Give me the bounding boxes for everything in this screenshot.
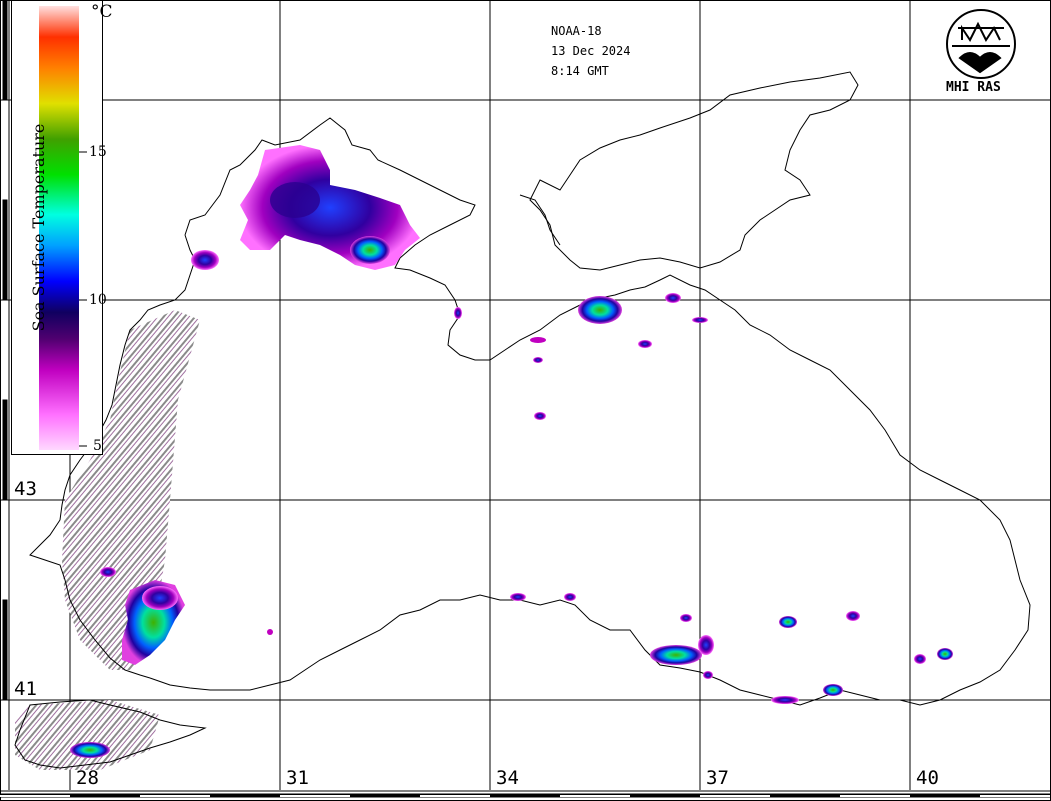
mhi-ras-emblem-icon (946, 9, 1016, 79)
longitude-label-40: 40 (916, 767, 939, 789)
longitude-label-28: 28 (76, 767, 99, 789)
latitude-label-43: 43 (14, 478, 37, 500)
no-data-hatch (15, 310, 200, 770)
legend-title: Sea Surface Temperature (29, 123, 48, 332)
longitude-label-34: 34 (496, 767, 519, 789)
temperature-legend: Sea Surface Temperature °C 15 10 5 (11, 0, 113, 455)
legend-tick-15: 15 (89, 144, 107, 160)
satellite-name: NOAA-18 (551, 24, 602, 38)
institute-name: MHI RAS (946, 80, 1001, 95)
acquisition-date: 13 Dec 2024 (551, 44, 631, 58)
coastline (14, 71, 1031, 769)
legend-unit: °C (91, 2, 113, 22)
longitude-label-31: 31 (286, 767, 309, 789)
acquisition-time: 8:14 GMT (551, 64, 609, 78)
legend-colorbar (11, 0, 103, 455)
sst-patches (70, 145, 953, 758)
latitude-label-41: 41 (14, 678, 37, 700)
legend-tick-10: 10 (89, 292, 107, 308)
legend-tick-5: 5 (93, 438, 102, 454)
longitude-label-37: 37 (706, 767, 729, 789)
